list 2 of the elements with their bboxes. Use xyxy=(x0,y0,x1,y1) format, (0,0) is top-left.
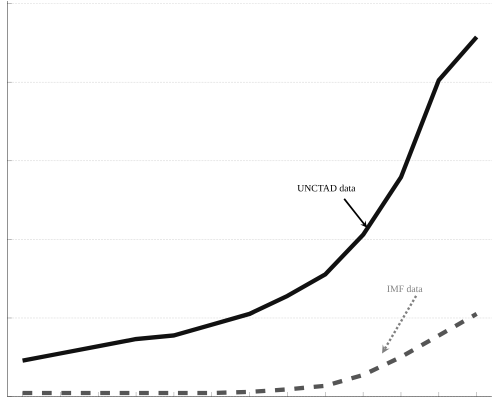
annotation: UNCTAD data xyxy=(297,184,356,192)
annotation: IMF data xyxy=(387,285,423,292)
